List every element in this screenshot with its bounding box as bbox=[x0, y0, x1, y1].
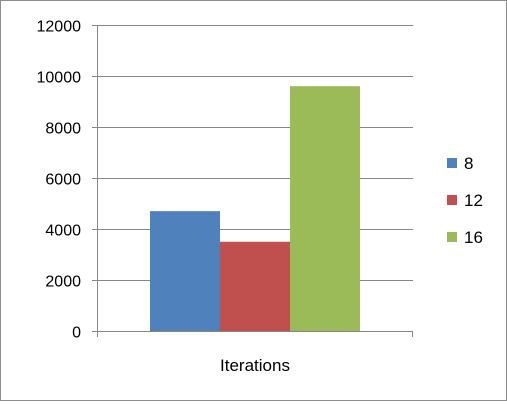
y-tick-label: 12000 bbox=[37, 19, 82, 36]
y-tick-label: 6000 bbox=[45, 172, 81, 189]
x-axis-labels: Iterations bbox=[220, 356, 290, 375]
bar-series-12 bbox=[220, 241, 290, 331]
legend-swatch-8 bbox=[447, 158, 457, 168]
bar-series-16 bbox=[290, 86, 360, 331]
gridlines bbox=[97, 25, 413, 281]
x-category-label: Iterations bbox=[220, 356, 290, 375]
y-tick-label: 4000 bbox=[45, 223, 81, 240]
legend: 8 12 16 bbox=[447, 154, 483, 247]
y-tick-label: 10000 bbox=[37, 70, 82, 87]
legend-label: 16 bbox=[464, 228, 483, 247]
y-tick-label: 0 bbox=[72, 325, 81, 342]
bar-series-8 bbox=[150, 211, 220, 331]
y-axis-ticks: 0 2000 4000 6000 8000 10000 12000 bbox=[37, 19, 97, 342]
legend-swatch-16 bbox=[447, 232, 457, 242]
axes bbox=[97, 25, 413, 337]
y-tick-label: 2000 bbox=[45, 274, 81, 291]
legend-swatch-12 bbox=[447, 195, 457, 205]
legend-label: 8 bbox=[464, 154, 473, 173]
legend-label: 12 bbox=[464, 191, 483, 210]
y-tick-label: 8000 bbox=[45, 121, 81, 138]
bars bbox=[150, 86, 360, 331]
